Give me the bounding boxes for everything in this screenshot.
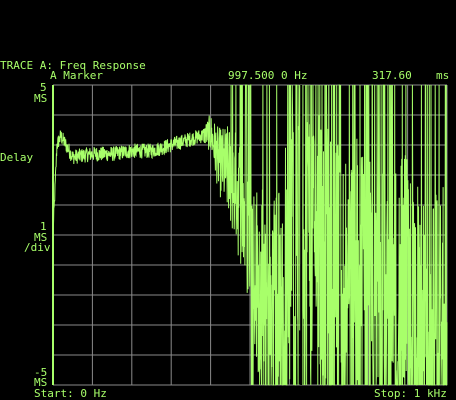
y-scale-value: 1: [40, 220, 47, 233]
y-top-unit: MS: [34, 92, 48, 105]
x-stop-label: Stop: 1 kHz: [374, 387, 447, 400]
y-top-value: 5: [40, 81, 47, 94]
marker-unit: ms: [436, 69, 450, 82]
trace-a-line: [52, 84, 448, 386]
marker-label: A Marker: [50, 69, 103, 82]
marker-value: 317.60: [372, 69, 412, 82]
y-scale-unit: MS: [34, 231, 48, 244]
marker-frequency: 997.500 0 Hz: [228, 69, 308, 82]
trace-title: TRACE A: Freq Response: [0, 59, 146, 72]
y-bottom-value: -5: [34, 366, 48, 379]
y-scale-per-div: /div: [24, 241, 51, 254]
y-measurement-label: Delay: [0, 151, 34, 164]
y-bottom-unit: MS: [34, 376, 48, 389]
x-start-label: Start: 0 Hz: [34, 387, 107, 400]
